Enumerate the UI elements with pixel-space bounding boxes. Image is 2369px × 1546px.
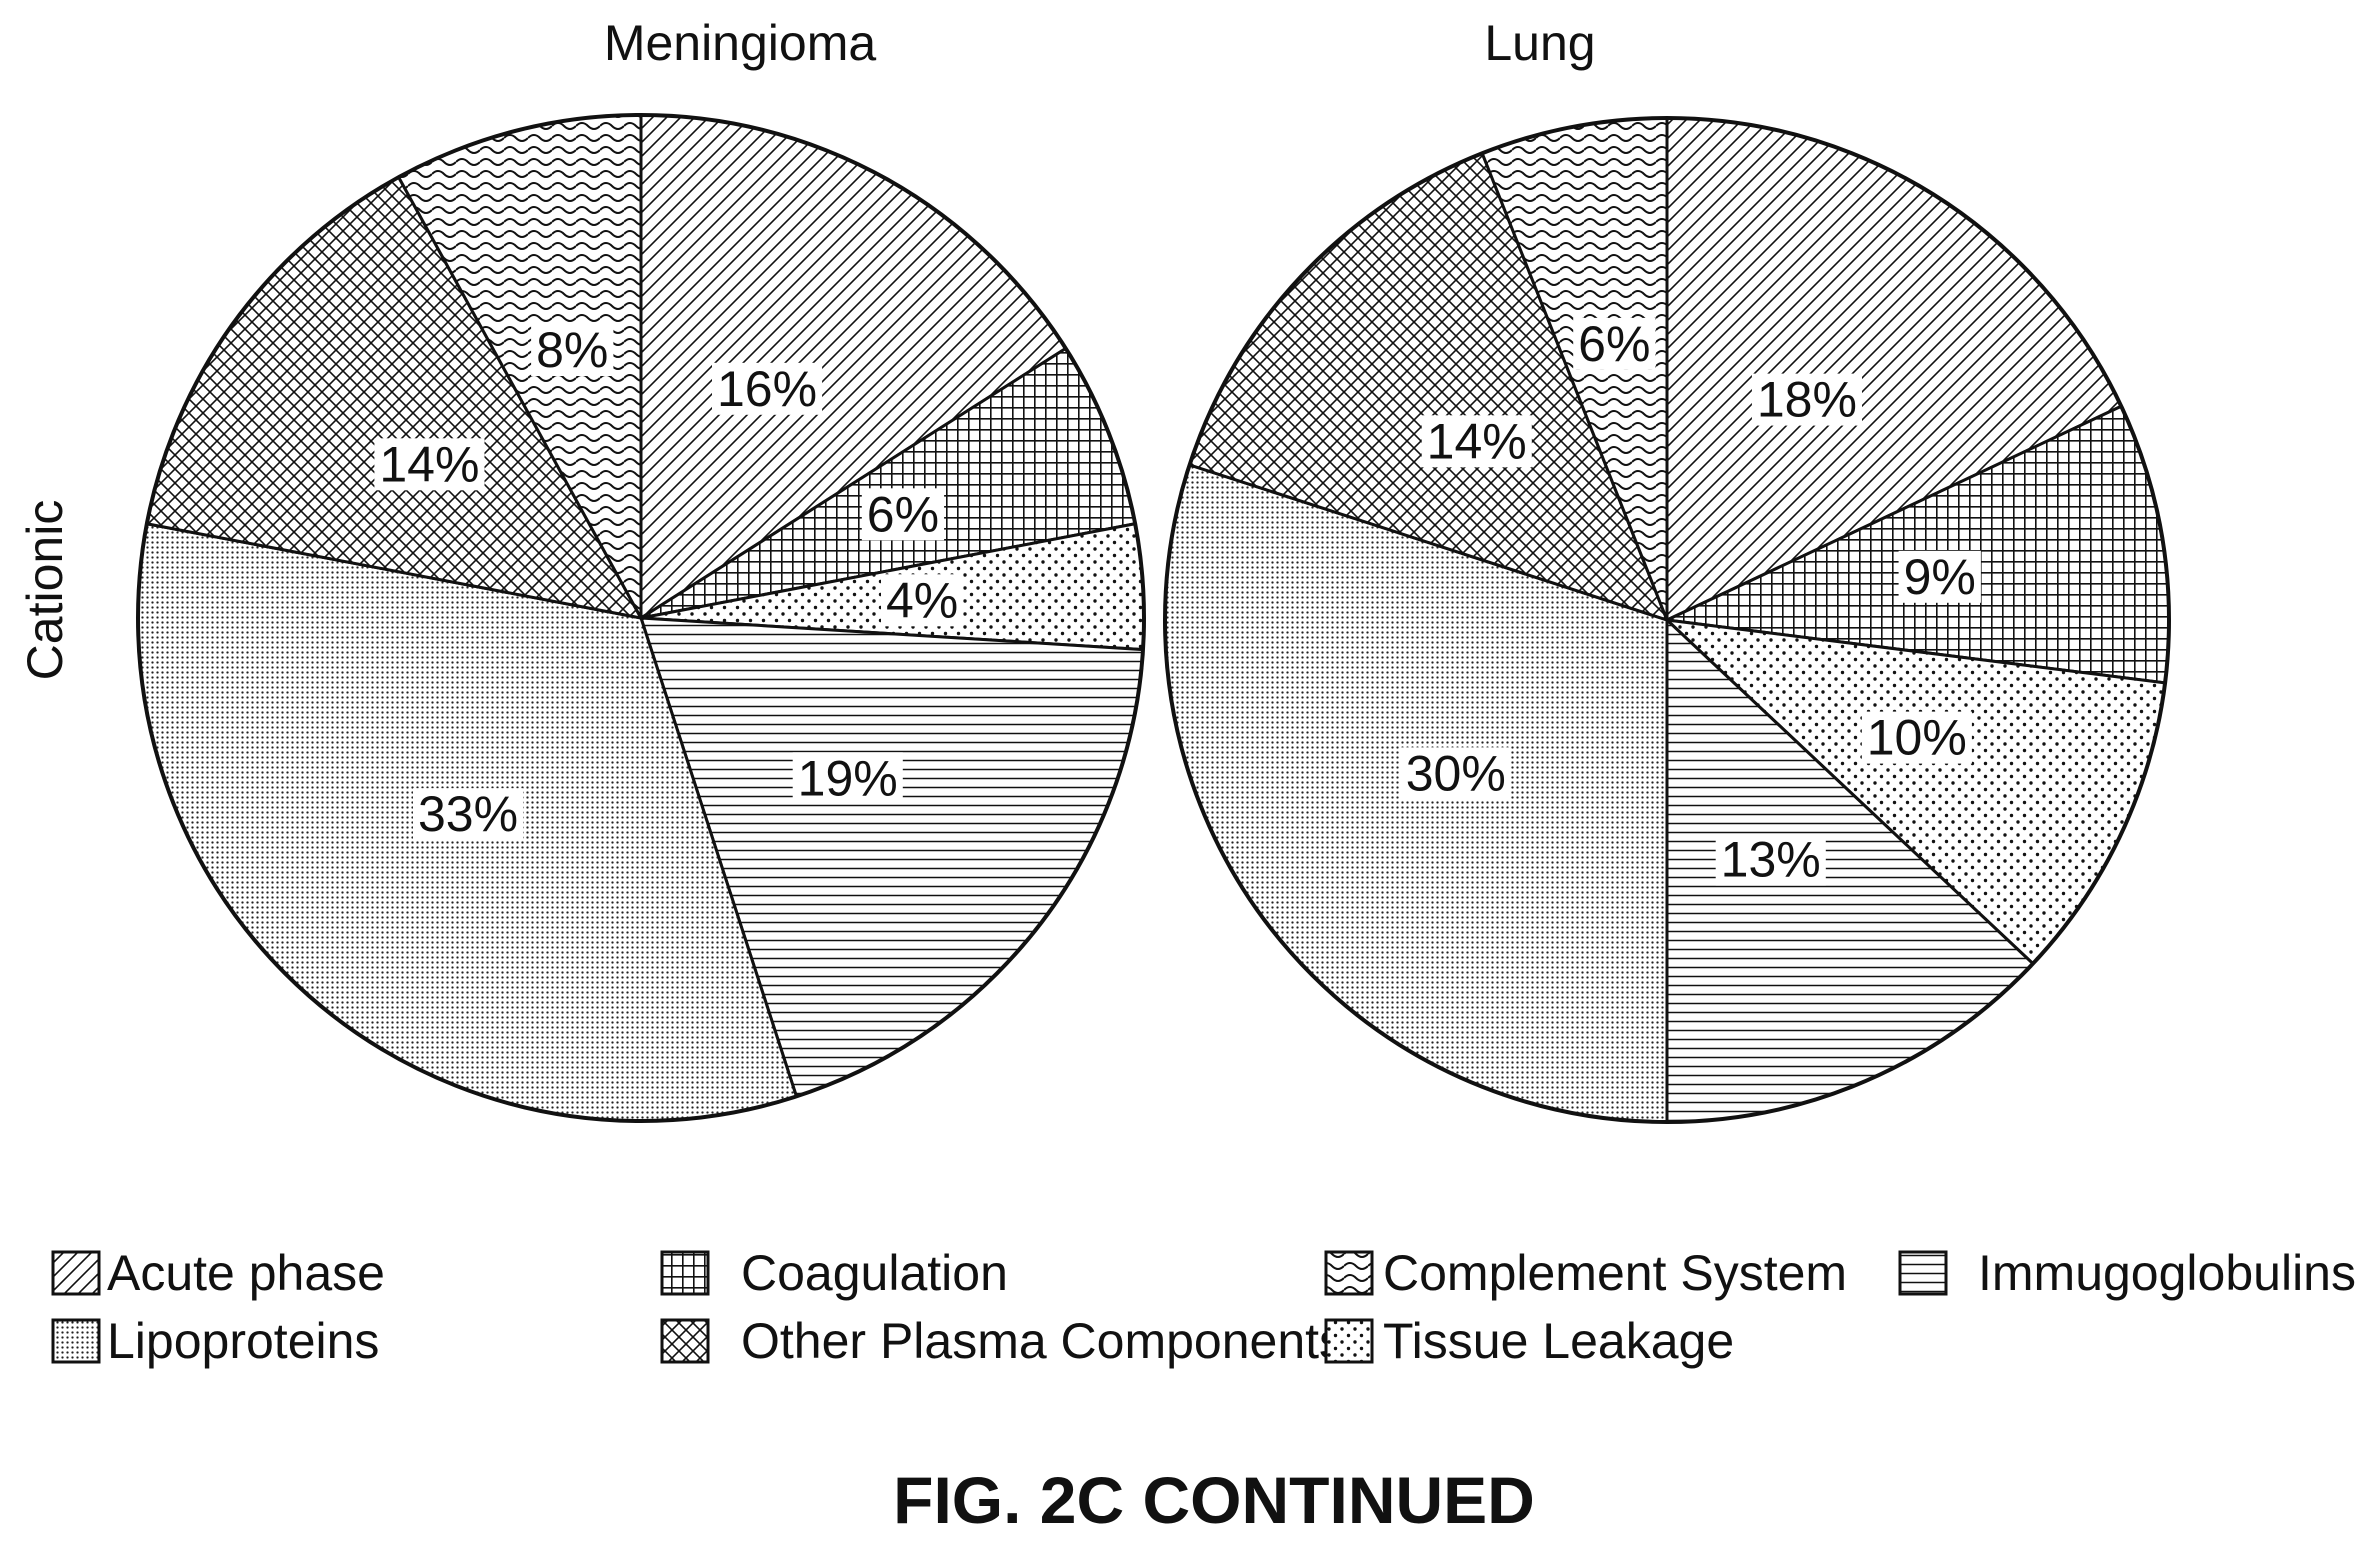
legend-label: Acute phase <box>107 1245 385 1301</box>
pie-chart-lung: 18% 9% 10% 13% 30% 14% 6% <box>1163 116 2171 1124</box>
legend-item-lipoproteins: Lipoproteins <box>51 1313 379 1369</box>
pie-slice-label: 8% <box>536 322 608 378</box>
legend-swatch-diagonal-hatch <box>51 1250 101 1296</box>
legend-label: Coagulation <box>741 1245 1008 1301</box>
pie-slice-label-background <box>1400 747 1511 800</box>
row-label: Cationic <box>17 500 73 681</box>
pie-slice-label-background <box>792 752 903 805</box>
legend-label: Tissue Leakage <box>1383 1313 1734 1369</box>
pie-slice-label: 4% <box>886 572 958 628</box>
legend-swatch-horizontal-lines <box>1898 1250 1948 1296</box>
pie-slice-label: 10% <box>1867 710 1967 766</box>
legend-swatch-crosshatch <box>660 1318 710 1364</box>
legend-item-tissue-leakage: Tissue Leakage <box>1324 1313 1734 1369</box>
pie-slice-label-background <box>1573 317 1656 370</box>
legend: Acute phase Coagulation Complement Syste… <box>51 1245 2356 1369</box>
legend-item-complement-system: Complement System <box>1324 1245 1847 1301</box>
legend-item-coagulation: Coagulation <box>660 1245 1008 1301</box>
pie-slice-label: 6% <box>1578 316 1650 372</box>
pie-slice-label-background <box>861 488 945 541</box>
pie-slice-label-background <box>531 324 614 376</box>
legend-label: Other Plasma Components <box>741 1313 1344 1369</box>
pie-slice-label: 9% <box>1904 549 1976 605</box>
pie-slice-label-background <box>1421 415 1532 468</box>
chart-title-lung: Lung <box>1484 15 1595 71</box>
pie-slice-label: 6% <box>867 486 939 542</box>
pie-outline <box>1163 116 2171 1124</box>
pie-slice-label-background <box>881 574 964 627</box>
pie-chart-meningioma: 16% 6% 4% 19% 33% 14% 8% <box>136 113 1146 1123</box>
pie-slice-label: 30% <box>1406 745 1506 801</box>
figure-caption: FIG. 2C CONTINUED <box>893 1463 1535 1537</box>
legend-swatch-wave <box>1324 1250 1374 1296</box>
chart-title-meningioma: Meningioma <box>604 15 877 71</box>
pie-slice-label: 14% <box>1427 413 1527 469</box>
pie-slice-label-background <box>1715 833 1826 886</box>
pie-slice-label-background <box>374 438 485 491</box>
legend-item-acute-phase: Acute phase <box>51 1245 385 1301</box>
legend-item-immugoglobulins: Immugoglobulins <box>1898 1245 2356 1301</box>
legend-item-other-plasma-components: Other Plasma Components <box>660 1313 1344 1369</box>
pie-slice-label-background <box>1898 550 1981 603</box>
pie-slice-label: 14% <box>379 436 479 492</box>
pie-slice-label-background <box>1751 373 1862 426</box>
legend-label: Complement System <box>1383 1245 1847 1301</box>
pie-slice-label: 16% <box>717 361 817 417</box>
pie-slice-label-background <box>712 362 823 415</box>
legend-swatch-grid <box>660 1250 710 1296</box>
pie-slice-label: 33% <box>418 786 518 842</box>
pie-slice-label: 19% <box>798 750 898 806</box>
legend-label: Lipoproteins <box>107 1313 379 1369</box>
legend-swatch-fine-dots <box>51 1318 101 1364</box>
pie-slice-label: 18% <box>1757 372 1857 428</box>
pie-slice-label: 13% <box>1721 832 1821 888</box>
pie-outline <box>136 113 1146 1123</box>
legend-label: Immugoglobulins <box>1978 1245 2356 1301</box>
legend-swatch-sparse-dots <box>1324 1318 1374 1364</box>
pie-slice-label-background <box>413 788 524 841</box>
pie-slice-label-background <box>1861 711 1972 764</box>
